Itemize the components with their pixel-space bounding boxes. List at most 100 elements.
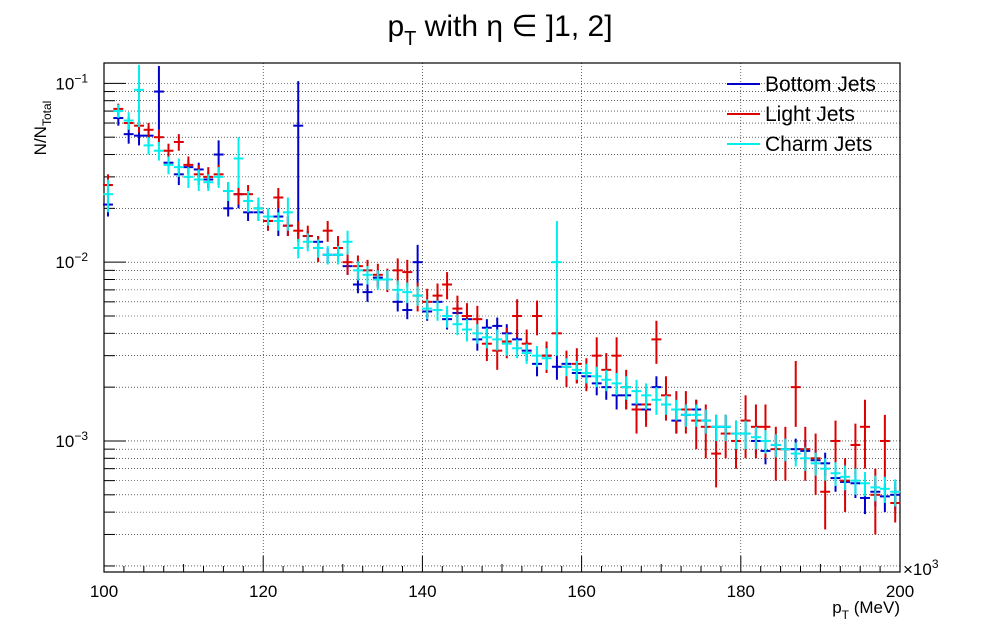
x-tick-label: 180 [727,582,755,601]
data-point [322,220,333,242]
x-axis-label: pT (MeV) [832,598,900,622]
data-point [830,462,841,486]
y-tick-label: 10−2 [55,250,88,272]
data-point [810,452,821,476]
y-tick-exponent: −2 [74,250,88,264]
data-point [282,197,293,231]
data-point [840,465,851,491]
data-point [750,426,761,450]
data-point [481,327,492,349]
data-point [143,123,154,138]
x-tick-label: 100 [90,582,118,601]
x-axis-label-suffix: (MeV) [849,598,900,617]
data-point [322,246,333,265]
data-point [163,143,174,159]
data-point [352,261,363,281]
x-tick-labels: 100 120 140 160 180 200 [90,582,914,601]
y-axis-label-main: N/N [31,126,50,155]
data-point [879,414,890,481]
data-point [293,238,304,259]
data-point [412,244,423,285]
legend-label: Charm Jets [765,133,872,156]
data-point [293,220,304,242]
data-point [551,355,562,380]
data-point [372,270,383,290]
data-point [512,299,523,338]
data-point [820,458,831,481]
axis-ticks [103,82,901,572]
data-point [850,423,861,475]
data-point [263,208,273,226]
legend-item: Light Jets [727,103,855,126]
x-axis-label-sub: T [842,608,850,622]
data-point [243,191,254,213]
data-point [432,300,443,321]
data-point [342,230,353,255]
y-tick-base: 10 [55,432,74,451]
chart-title-subscript: T [404,28,416,50]
data-point [671,399,682,421]
legend-label: Light Jets [765,103,855,126]
data-point [402,301,413,320]
data-point [392,258,403,285]
data-point [472,324,483,344]
data-point [492,329,503,351]
data-point [551,220,562,356]
data-point [422,299,433,320]
legend-item: Charm Jets [727,133,872,156]
data-point [879,476,890,503]
data-point [532,345,542,367]
data-point [581,363,592,384]
data-point [780,438,791,462]
data-point [103,179,113,213]
data-point [153,142,164,161]
y-tick-label: 10−3 [55,429,88,451]
data-point [313,239,324,258]
data-point [333,246,343,265]
series-layer [103,64,901,535]
x-axis-multiplier: ×103 [903,557,939,579]
y-axis-label: N/NTotal [31,101,54,156]
data-point [501,333,512,356]
x-tick-label: 140 [408,582,436,601]
data-point [392,280,403,301]
data-point [611,337,622,380]
data-point [700,409,711,434]
data-point [153,66,164,130]
data-point [770,434,781,458]
data-point [591,366,602,388]
data-point [532,300,542,336]
data-point [233,185,244,205]
data-point [711,414,722,441]
series-charm-jets [103,64,901,507]
legend-label: Bottom Jets [765,73,876,96]
data-point [203,174,214,192]
data-point [302,233,313,252]
data-point [342,251,353,275]
data-point [253,197,264,221]
grid-lines [104,63,900,572]
data-point [830,420,841,469]
data-point [860,472,870,497]
data-point [651,387,662,415]
data-point [273,212,284,231]
data-point [740,420,751,450]
data-point [193,169,204,192]
chart-title-main: with η ∈ ]1, 2] [416,10,612,43]
data-point [860,399,870,469]
data-point [641,383,652,410]
legend-item: Bottom Jets [727,73,876,96]
data-point [720,414,731,441]
data-point [631,379,642,405]
data-point [183,167,194,188]
data-point [213,167,224,188]
data-point [163,156,174,175]
data-point [113,104,124,119]
data-point [233,137,244,188]
data-point [680,404,691,427]
data-point [800,447,811,471]
y-tick-label: 10−1 [55,71,88,93]
y-tick-labels: 10−110−210−3 [55,71,88,451]
data-point [651,320,662,364]
